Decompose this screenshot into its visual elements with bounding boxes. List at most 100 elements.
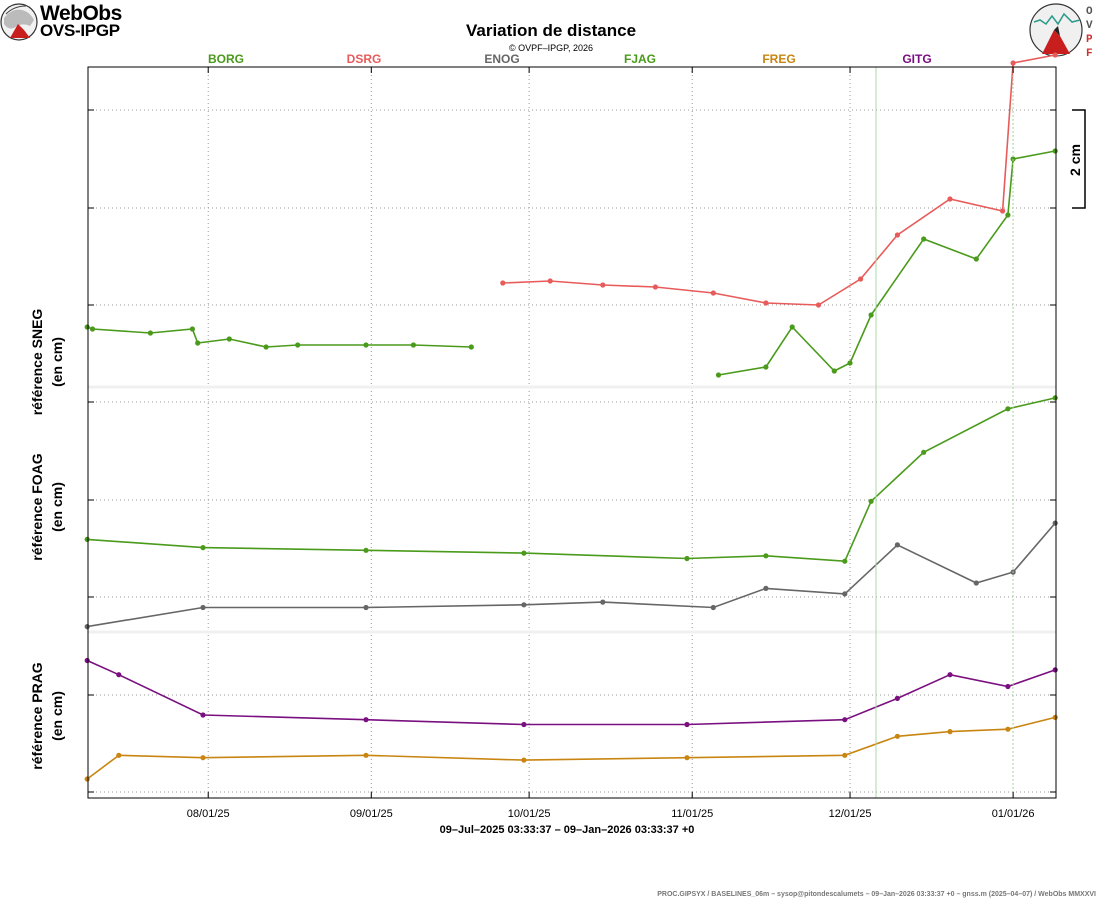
data-point-gitg [363, 717, 369, 723]
data-point-fjag [847, 360, 853, 366]
data-point-borg [295, 342, 301, 348]
legend-borg: BORG [208, 52, 244, 66]
data-point-fjag [84, 536, 90, 543]
data-point-gitg [521, 721, 527, 728]
data-point-freg [521, 757, 527, 763]
data-point-freg [200, 755, 206, 761]
data-point-freg [684, 755, 690, 761]
data-point-freg [947, 729, 953, 735]
data-point-enog [521, 602, 527, 608]
data-point-dsrg [652, 284, 659, 290]
copyright-text: © OVPF–IPGP, 2026 [509, 43, 593, 53]
data-point-fjag [363, 547, 369, 553]
data-point-borg [226, 336, 232, 342]
ovpf-logo: O V P F [1028, 0, 1100, 62]
data-point-borg [89, 326, 96, 332]
data-point-fjag [973, 256, 979, 262]
data-point-dsrg [947, 196, 953, 202]
data-point-enog [763, 585, 769, 592]
data-point-fjag [868, 312, 874, 318]
data-point-borg [363, 342, 369, 348]
data-point-enog [894, 542, 901, 548]
legend-gitg: GITG [902, 52, 931, 66]
data-point-enog [84, 624, 90, 630]
ylabel-panel-3: référence PRAG (en cm) [29, 662, 65, 769]
data-point-freg [116, 752, 122, 758]
xtick-label: 10/01/25 [508, 808, 551, 820]
data-point-freg [84, 776, 90, 782]
data-point-enog [1052, 520, 1058, 526]
data-point-freg [1052, 714, 1058, 721]
xtick-label: 01/01/26 [992, 808, 1035, 820]
data-point-freg [363, 752, 369, 758]
data-point-borg [195, 340, 201, 346]
svg-text:O: O [1086, 6, 1093, 18]
plot-area [88, 67, 1056, 798]
data-point-fjag [200, 545, 206, 551]
footer-credits: PROC.GIPSYX / BASELINES_06m – sysop@pito… [657, 891, 1096, 898]
globe-logo-icon [0, 3, 38, 41]
data-point-dsrg [858, 276, 864, 282]
data-point-borg [410, 342, 416, 348]
data-point-fjag [842, 558, 848, 564]
data-point-gitg [894, 695, 901, 702]
xtick-label: 08/01/25 [187, 808, 230, 820]
grid [88, 67, 1056, 798]
data-point-fjag [684, 555, 690, 562]
data-point-dsrg [1010, 60, 1016, 66]
data-point-dsrg [547, 278, 553, 284]
data-point-gitg [200, 712, 206, 718]
ylabel-panel-2: référence FOAG (en cm) [29, 453, 65, 560]
data-point-fjag [763, 364, 769, 370]
data-point-borg [189, 326, 195, 332]
logo-subtitle: OVS-IPGP [40, 21, 120, 40]
series-line-enog [87, 522, 1056, 628]
data-point-fjag [921, 449, 927, 455]
data-point-borg [84, 324, 90, 330]
data-point-gitg [84, 657, 90, 664]
data-point-dsrg [600, 282, 606, 288]
data-point-fjag [789, 324, 795, 330]
plot-frame [87, 66, 1057, 799]
chart-title: Variation de distance [466, 21, 636, 40]
ylabel-2-line1: référence FOAG [29, 453, 45, 560]
data-point-dsrg [1000, 208, 1006, 214]
data-point-enog [973, 580, 979, 586]
ylabel-1-line2: (en cm) [49, 337, 65, 387]
data-point-gitg [842, 717, 848, 723]
scale-bar: 2 cm [1067, 109, 1086, 209]
data-point-dsrg [500, 280, 506, 286]
ylabel-panel-1: référence SNEG (en cm) [29, 309, 65, 416]
data-point-borg [147, 330, 153, 336]
data-point-fjag [1005, 406, 1011, 412]
data-point-freg [842, 752, 848, 758]
data-point-fjag [831, 368, 837, 374]
data-point-fjag [1005, 212, 1011, 218]
data-point-gitg [684, 721, 690, 728]
svg-text:P: P [1086, 34, 1093, 46]
data-point-enog [200, 604, 206, 611]
webobs-logo: WebObs OVS-IPGP [0, 0, 140, 46]
ylabel-3-line1: référence PRAG [29, 662, 45, 769]
legend-fjag: FJAG [624, 52, 656, 66]
scale-bar-label: 2 cm [1067, 144, 1083, 176]
data-point-dsrg [763, 300, 769, 306]
svg-text:F: F [1086, 48, 1093, 60]
data-point-gitg [1005, 683, 1011, 690]
data-point-gitg [947, 672, 953, 678]
data-point-dsrg [1052, 52, 1058, 58]
data-point-dsrg [815, 302, 822, 308]
data-point-gitg [116, 672, 122, 678]
ylabel-3-line2: (en cm) [49, 691, 65, 741]
data-point-gitg [1052, 667, 1058, 673]
svg-text:V: V [1086, 20, 1093, 32]
x-axis: 08/01/25 09/01/25 10/01/25 11/01/25 12/01/25… [187, 67, 1035, 820]
data-point-freg [894, 733, 901, 739]
data-point-enog [363, 604, 369, 611]
legend-enog: ENOG [484, 52, 519, 66]
data-point-dsrg [894, 232, 901, 238]
legend-freg: FREG [762, 52, 795, 66]
data-point-dsrg [710, 290, 716, 296]
xtick-label: 11/01/25 [671, 808, 713, 820]
